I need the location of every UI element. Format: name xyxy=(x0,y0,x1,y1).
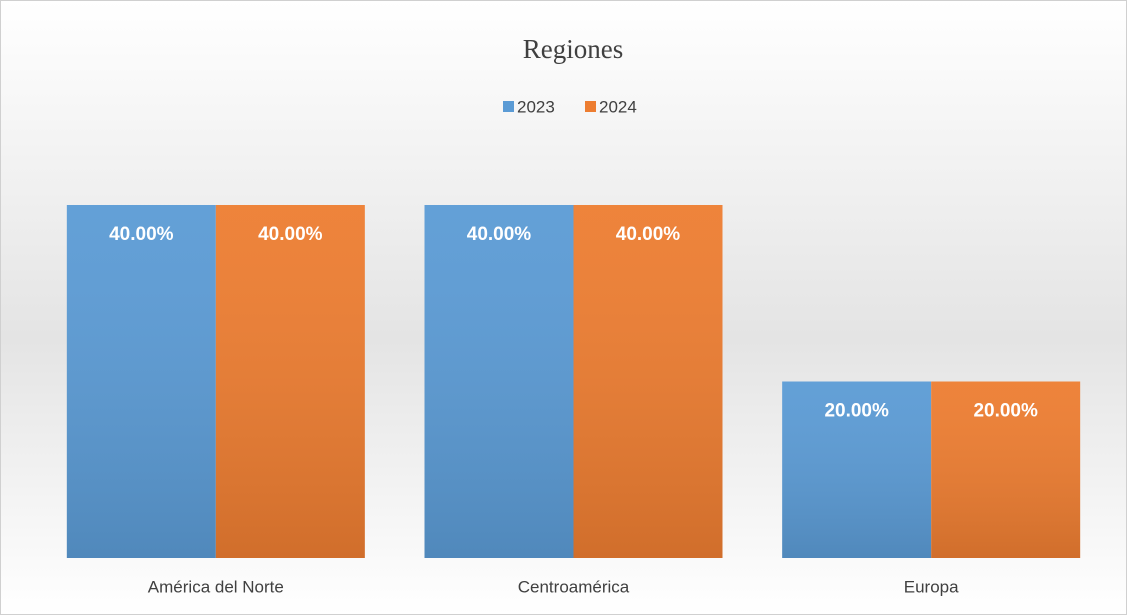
bar-shade xyxy=(66,205,216,558)
data-label: 40.00% xyxy=(258,224,323,245)
bar-shade xyxy=(931,381,1081,558)
data-label: 20.00% xyxy=(824,401,889,422)
data-label: 20.00% xyxy=(973,401,1038,422)
legend-swatch xyxy=(585,101,596,112)
chart-title: Regiones xyxy=(523,34,624,64)
data-label: 40.00% xyxy=(467,224,532,245)
bar-shade xyxy=(573,205,723,558)
bar-shade xyxy=(215,205,365,558)
legend-swatch xyxy=(503,101,514,112)
legend-label: 2024 xyxy=(599,97,637,116)
legend-label: 2023 xyxy=(517,97,555,116)
bar-shade xyxy=(782,381,932,558)
data-label: 40.00% xyxy=(109,224,174,245)
x-tick-label: Centroamérica xyxy=(518,577,630,596)
data-label: 40.00% xyxy=(616,224,681,245)
x-tick-label: América del Norte xyxy=(148,577,284,596)
bar-shade xyxy=(424,205,574,558)
x-tick-label: Europa xyxy=(904,577,959,596)
